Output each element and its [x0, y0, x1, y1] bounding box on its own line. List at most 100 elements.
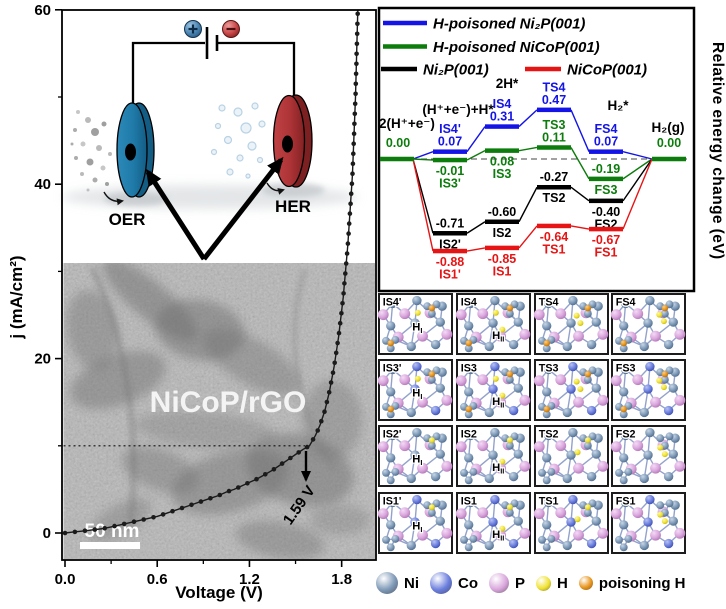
ni-atom — [465, 497, 476, 507]
atom-legend-item: P — [489, 573, 525, 593]
ni-atom — [465, 298, 476, 309]
ni-atom — [465, 431, 476, 441]
data-point — [310, 437, 316, 442]
data-point — [326, 390, 332, 395]
data-point — [333, 350, 339, 356]
structure-panel-IS4: HII IS4 — [455, 293, 531, 355]
ni-atom — [537, 469, 546, 478]
ni-atom — [427, 508, 436, 517]
energy-level-start — [380, 156, 414, 162]
state-label: FS1 — [595, 246, 618, 260]
co-atom — [643, 516, 654, 527]
ni-atom — [591, 383, 601, 393]
ni-atom — [386, 321, 396, 331]
structure-render: FS4 — [611, 295, 686, 353]
h2-bubble — [247, 141, 257, 151]
ni-atom — [465, 364, 476, 375]
data-point — [342, 281, 347, 286]
data-point — [344, 251, 350, 256]
p-atom — [650, 529, 662, 541]
data-point — [245, 481, 250, 486]
ni-atom — [620, 344, 629, 353]
panel-label: IS3' — [383, 362, 402, 374]
ni-atom — [488, 450, 498, 461]
energy-connector — [466, 221, 486, 234]
ni-atom — [664, 472, 674, 482]
co-atom — [488, 516, 498, 527]
atom-legend-label: H — [557, 574, 568, 592]
h-atom — [584, 503, 591, 510]
structure-panel-FS2: FS2 — [611, 425, 687, 488]
ni-atom — [508, 472, 519, 482]
p-atom — [572, 396, 584, 408]
state-label: TS1 — [543, 242, 566, 256]
atom-legend-label: P — [515, 574, 526, 592]
structure-panel-IS3: HII IS3 — [455, 359, 531, 422]
state-label: 0.11 — [542, 130, 566, 144]
data-point — [339, 311, 344, 316]
energy-connector — [518, 225, 538, 249]
data-point — [337, 320, 343, 326]
energy-level-end — [652, 156, 686, 162]
p-atom — [554, 374, 566, 386]
p-atom — [399, 308, 411, 320]
atom-legend-item: Ni — [376, 572, 419, 594]
ni-atom — [432, 366, 441, 375]
data-point — [343, 271, 348, 276]
panel-label: FS2 — [616, 429, 636, 441]
wire-left — [131, 41, 205, 106]
poisoning-h-atom — [662, 371, 669, 378]
h-atom — [428, 503, 435, 510]
tem-dark-region — [171, 449, 289, 515]
p-atom — [477, 308, 488, 320]
co-atom — [664, 406, 674, 416]
ni-atom — [386, 453, 396, 463]
h-site-label: HI — [412, 388, 422, 401]
p-atom — [632, 506, 644, 518]
data-point — [346, 231, 351, 236]
o2-bubble — [108, 152, 112, 156]
h2-bubble — [233, 107, 243, 117]
structure-render: FS3 — [611, 361, 686, 419]
data-point — [354, 41, 360, 47]
ni-atom — [541, 321, 551, 331]
ni-atom — [541, 453, 551, 463]
co-atom — [643, 384, 654, 394]
energy-connector — [570, 147, 590, 180]
data-point — [62, 530, 68, 536]
ni-atom — [643, 450, 654, 461]
data-point — [355, 11, 361, 17]
ni-atom — [541, 519, 551, 530]
p-atom — [597, 461, 608, 473]
state-label: -0.19 — [592, 162, 621, 176]
structure-render: HI IS3' — [377, 361, 453, 419]
ni-atom — [463, 321, 474, 331]
co-ball-icon — [430, 572, 452, 594]
ni-atom — [624, 468, 633, 477]
ni-atom — [469, 468, 478, 477]
ni-atom — [464, 476, 473, 485]
ni-atom — [645, 295, 655, 306]
ni-atom — [463, 453, 474, 463]
ni-atom — [513, 317, 523, 327]
h-atom — [414, 375, 421, 382]
her-electrode — [272, 94, 313, 188]
structure-render: HI IS2' — [377, 427, 453, 485]
ni-atom — [588, 432, 597, 441]
data-point — [343, 261, 349, 266]
structure-render: TS1 — [533, 493, 608, 551]
p-atom — [417, 463, 428, 474]
co-atom — [430, 538, 441, 548]
plus-terminal-icon — [184, 20, 202, 38]
p-atom — [597, 395, 608, 406]
energy-connector — [622, 158, 653, 180]
structure-panel-TS1: TS1 — [533, 491, 609, 554]
poisoning-h-atom — [465, 339, 472, 347]
state-label: -0.40 — [592, 205, 621, 219]
poisoning-h-ball-icon — [578, 576, 593, 590]
p-atom — [533, 309, 545, 321]
structure-panel-IS4-prime: HI IS4' — [377, 293, 453, 355]
legend-item: Ni₂P(001) — [381, 62, 489, 79]
ni-atom — [591, 317, 601, 327]
